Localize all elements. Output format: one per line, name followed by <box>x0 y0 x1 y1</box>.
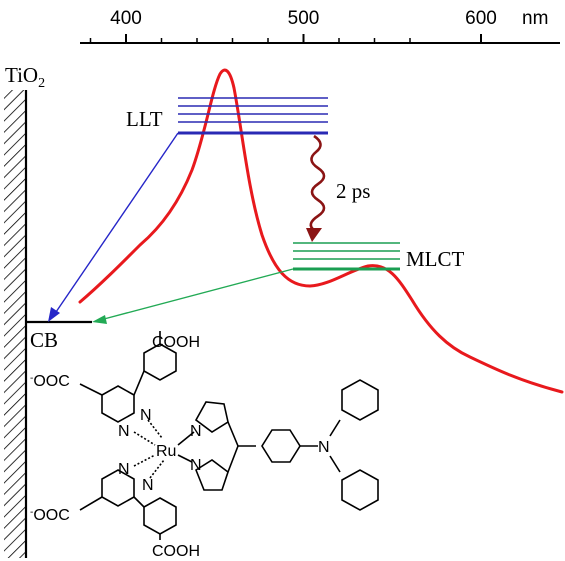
mlct-arrow-line <box>103 268 294 320</box>
cb-label: CB <box>30 328 58 352</box>
llt-arrow-line <box>55 132 179 313</box>
transfer-time-label: 2 ps <box>336 179 370 203</box>
pyrrole-ring <box>195 459 229 491</box>
ring-bond <box>227 421 239 447</box>
wavelength-axis: 400 500 600 nm <box>80 8 560 44</box>
ru-n-bond <box>133 431 156 446</box>
molecule-labels: COOH COOH -OOC -OOC Ru N N N N N N N <box>30 334 330 560</box>
ring-bond <box>133 370 145 396</box>
n-label: N <box>118 461 130 478</box>
mlct-label: MLCT <box>406 247 465 271</box>
conduction-band: CB <box>26 320 92 352</box>
bpy-ring <box>143 343 177 381</box>
axis-ticks: 400 500 600 <box>89 8 497 43</box>
bpy-ring <box>101 385 135 423</box>
n-label: N <box>190 423 202 440</box>
n-label: N <box>118 423 130 440</box>
axis-unit: nm <box>522 8 548 29</box>
ru-n-bond <box>133 454 156 467</box>
ru-n-bond <box>149 459 165 479</box>
n-label: N <box>318 439 330 456</box>
bpy-ring <box>143 497 177 535</box>
axis-tick-label: 500 <box>288 8 320 29</box>
phenyl-ring <box>261 429 301 463</box>
phenyl-ring <box>341 469 379 511</box>
ru-label: Ru <box>156 443 176 460</box>
ru-n-bond <box>177 431 195 446</box>
ooc-upper-label: -OOC <box>30 373 70 390</box>
ring-bond <box>329 455 341 473</box>
llt-to-mlct-transfer: 2 ps <box>306 134 370 242</box>
electrode-hatching <box>4 90 26 558</box>
ooc-lower-label: -OOC <box>30 507 70 524</box>
electrode-label: TiO2 <box>5 63 45 91</box>
absorption-spectrum <box>78 68 564 394</box>
n-label: N <box>142 477 154 494</box>
llt-injection-arrow <box>48 132 179 322</box>
n-label: N <box>140 407 152 424</box>
ring-bond <box>133 496 145 508</box>
wavy-arrow-head <box>306 228 322 242</box>
llt-levels: LLT <box>126 97 328 135</box>
mlct-arrow-head <box>92 315 107 324</box>
llt-label: LLT <box>126 107 163 131</box>
phenyl-ring <box>341 379 379 421</box>
axis-tick-label: 400 <box>110 8 142 29</box>
mlct-injection-arrow <box>92 268 294 324</box>
ring-bond <box>79 383 103 396</box>
axis-tick-label: 600 <box>465 8 497 29</box>
n-label: N <box>190 457 202 474</box>
bpy-ring <box>101 469 135 507</box>
cooh-top-label: COOH <box>152 334 200 351</box>
ring-bond <box>79 496 103 511</box>
ring-bond <box>227 445 239 473</box>
ring-bond <box>329 419 341 437</box>
ru-dye-structure <box>79 331 379 540</box>
llt-arrow-head <box>48 307 60 322</box>
wavy-arrow <box>309 134 326 232</box>
ru-n-bond <box>177 454 193 463</box>
pyrrole-ring <box>194 401 229 433</box>
cooh-bottom-label: COOH <box>152 543 200 560</box>
tio2-electrode: TiO2 <box>4 63 45 558</box>
mlct-levels: MLCT <box>293 242 465 271</box>
